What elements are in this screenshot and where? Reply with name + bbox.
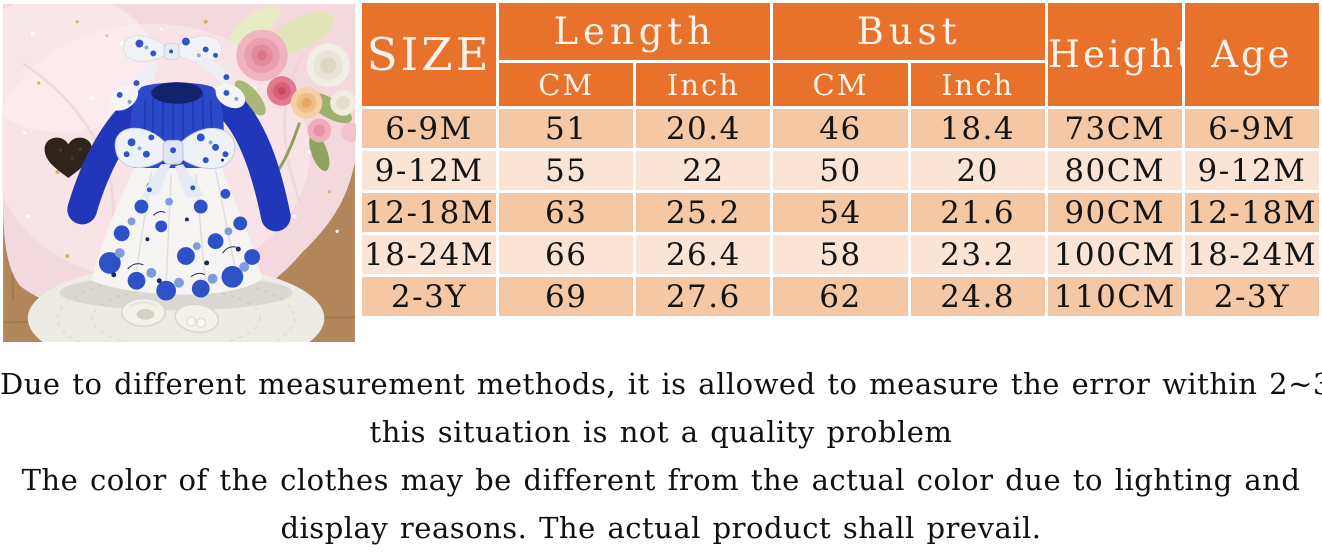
- dress-skirt: [92, 164, 263, 295]
- dress-right-sleeve: [215, 91, 291, 232]
- header-cell-age: Age: [1184, 3, 1319, 106]
- note-color-line2: display reasons. The actual product shal…: [280, 511, 1042, 545]
- table-cell: 46: [773, 109, 908, 148]
- baby-shoes: [120, 297, 220, 334]
- table-cell: 22: [636, 151, 771, 190]
- rose-pink-large: [236, 29, 288, 82]
- header-cell-size: SIZE: [362, 3, 497, 106]
- table-cell: 6-9M: [362, 109, 497, 148]
- dress: [59, 82, 293, 311]
- table-cell: 69: [499, 277, 634, 316]
- table-cell: 80CM: [1047, 151, 1182, 190]
- table-cell: 18-24M: [1184, 235, 1319, 274]
- header-cell-length-cm: CM: [499, 63, 634, 106]
- table-cell: 12-18M: [1184, 193, 1319, 232]
- table-cell: 20: [910, 151, 1045, 190]
- table-cell: 18-24M: [362, 235, 497, 274]
- table-cell: 58: [773, 235, 908, 274]
- table-cell: 24.8: [910, 277, 1045, 316]
- shoulder-ruffle-left: [109, 85, 139, 111]
- table-row: 12-18M 63 25.2 54 21.6 90CM 12-18M: [362, 193, 1319, 232]
- table-cell: 63: [499, 193, 634, 232]
- table-cell: 20.4: [636, 109, 771, 148]
- dress-neckline: [151, 82, 203, 104]
- table-row: 6-9M 51 20.4 46 18.4 73CM 6-9M: [362, 109, 1319, 148]
- table-cell: 54: [773, 193, 908, 232]
- table-cell: 2-3Y: [1184, 277, 1319, 316]
- header-cell-length-inch: Inch: [636, 63, 771, 106]
- table-cell: 26.4: [636, 235, 771, 274]
- disclaimer-notes: Due to different measurement methods, it…: [0, 360, 1322, 552]
- product-photo-illustration: [0, 0, 361, 373]
- rose-peach: [290, 87, 323, 119]
- header-cell-height: Height: [1047, 3, 1182, 106]
- header-cell-bust-inch: Inch: [910, 63, 1045, 106]
- table-cell: 50: [773, 151, 908, 190]
- table-cell: 9-12M: [1184, 151, 1319, 190]
- table-row: 2-3Y 69 27.6 62 24.8 110CM 2-3Y: [362, 277, 1319, 316]
- shoulder-ruffle-right: [215, 83, 246, 109]
- table-cell: 55: [499, 151, 634, 190]
- rose-pink-small: [307, 118, 332, 143]
- table-cell: 23.2: [910, 235, 1045, 274]
- table-cell: 21.6: [910, 193, 1045, 232]
- rose-deep-pink: [266, 76, 297, 106]
- note-measurement-line2: this situation is not a quality problem: [369, 415, 953, 449]
- table-cell: 66: [499, 235, 634, 274]
- headband-bow: [123, 35, 235, 91]
- roses: [229, 6, 361, 188]
- waist-bow: [114, 127, 236, 198]
- note-measurement-line1: Due to different measurement methods, it…: [0, 367, 1322, 401]
- rose-white-large: [306, 43, 350, 88]
- table-cell: 51: [499, 109, 634, 148]
- skirt-floral-print: [98, 181, 261, 301]
- table-cell: 12-18M: [362, 193, 497, 232]
- table-cell: 100CM: [1047, 235, 1182, 274]
- table-cell: 25.2: [636, 193, 771, 232]
- rose-pink-edge: [341, 122, 361, 143]
- header-cell-length: Length: [499, 3, 771, 60]
- note-color-line1: The color of the clothes may be differen…: [21, 463, 1301, 497]
- table-cell: 2-3Y: [362, 277, 497, 316]
- table-cell: 73CM: [1047, 109, 1182, 148]
- rose-white-small: [330, 89, 356, 116]
- size-chart: SIZE Length Bust Height Age CM Inch CM I…: [359, 0, 1322, 319]
- table-cell: 6-9M: [1184, 109, 1319, 148]
- table-row: 18-24M 66 26.4 58 23.2 100CM 18-24M: [362, 235, 1319, 274]
- table-cell: 27.6: [636, 277, 771, 316]
- table-cell: 90CM: [1047, 193, 1182, 232]
- table-cell: 18.4: [910, 109, 1045, 148]
- table-cell: 9-12M: [362, 151, 497, 190]
- heart-decoration: [44, 137, 93, 178]
- table-cell: 62: [773, 277, 908, 316]
- size-chart-table: SIZE Length Bust Height Age CM Inch CM I…: [359, 0, 1322, 319]
- product-photo: [0, 0, 361, 373]
- header-cell-bust-cm: CM: [773, 63, 908, 106]
- table-row: 9-12M 55 22 50 20 80CM 9-12M: [362, 151, 1319, 190]
- header-cell-bust: Bust: [773, 3, 1045, 60]
- table-cell: 110CM: [1047, 277, 1182, 316]
